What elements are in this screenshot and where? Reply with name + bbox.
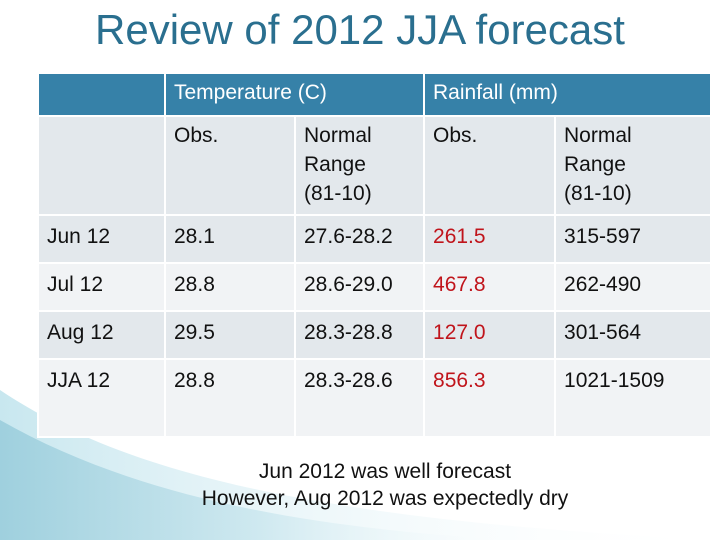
header-blank-cell — [37, 72, 166, 117]
note-line: However, Aug 2012 was expectedly dry — [201, 487, 569, 510]
forecast-table: Temperature (C) Rainfall (mm) Obs. Norma… — [37, 72, 713, 438]
table-row: Aug 12 29.5 28.3-28.8 127.0 301-564 — [37, 310, 713, 360]
subheader-line: (81-10) — [564, 182, 632, 205]
temp-obs-cell: 28.1 — [164, 214, 296, 264]
subheader-blank-cell — [37, 115, 166, 216]
temp-range-cell: 27.6-28.2 — [293, 214, 426, 264]
rain-obs-cell: 261.5 — [423, 214, 557, 264]
summary-note: Jun 2012 was well forecast However, Aug … — [0, 458, 720, 512]
table-row: Jul 12 28.8 28.6-29.0 467.8 262-490 — [37, 262, 713, 312]
period-cell: Aug 12 — [37, 310, 166, 360]
subheader-line: Normal — [304, 124, 372, 147]
rain-obs-cell: 856.3 — [423, 358, 557, 438]
period-cell: JJA 12 — [37, 358, 166, 438]
header-temperature: Temperature (C) — [163, 72, 426, 117]
period-cell: Jun 12 — [37, 214, 166, 264]
rain-range-cell: 315-597 — [554, 214, 713, 264]
subheader-rain-normal: Normal Range (81-10) — [554, 115, 713, 216]
subheader-temp-normal: Normal Range (81-10) — [293, 115, 426, 216]
temp-range-cell: 28.3-28.8 — [293, 310, 426, 360]
rain-range-cell: 301-564 — [554, 310, 713, 360]
subheader-line: (81-10) — [304, 182, 372, 205]
temp-obs-cell: 28.8 — [164, 358, 296, 438]
table-row: JJA 12 28.8 28.3-28.6 856.3 1021-1509 — [37, 358, 713, 438]
slide-title: Review of 2012 JJA forecast — [95, 6, 625, 53]
table-subheader-row: Obs. Normal Range (81-10) Obs. Normal Ra… — [37, 115, 713, 216]
rain-range-cell: 1021-1509 — [554, 358, 713, 438]
table-row: Jun 12 28.1 27.6-28.2 261.5 315-597 — [37, 214, 713, 264]
temp-obs-cell: 29.5 — [164, 310, 296, 360]
subheader-line: Range — [564, 153, 626, 176]
period-cell: Jul 12 — [37, 262, 166, 312]
subheader-rain-obs: Obs. — [423, 115, 557, 216]
note-line: Jun 2012 was well forecast — [258, 460, 512, 483]
temp-obs-cell: 28.8 — [164, 262, 296, 312]
rain-obs-cell: 127.0 — [423, 310, 557, 360]
temp-range-cell: 28.6-29.0 — [293, 262, 426, 312]
rain-range-cell: 262-490 — [554, 262, 713, 312]
subheader-line: Range — [304, 153, 366, 176]
subheader-temp-obs: Obs. — [164, 115, 296, 216]
header-rainfall: Rainfall (mm) — [423, 72, 713, 117]
table-header-row: Temperature (C) Rainfall (mm) — [37, 72, 713, 117]
rain-obs-cell: 467.8 — [423, 262, 557, 312]
subheader-line: Normal — [564, 124, 632, 147]
temp-range-cell: 28.3-28.6 — [293, 358, 426, 438]
